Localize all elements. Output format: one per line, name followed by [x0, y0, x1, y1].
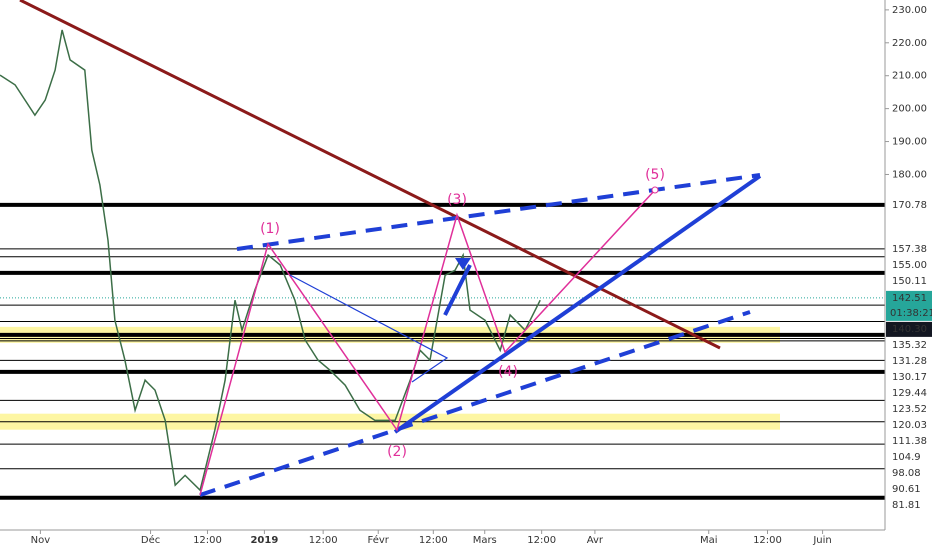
channel-top: [236, 173, 761, 251]
level-label: 135.32: [892, 340, 927, 351]
level-label: 170.78: [892, 200, 927, 211]
target-point: [651, 186, 659, 194]
wave-label: (5): [645, 167, 665, 183]
x-tick-label: Mai: [700, 535, 718, 546]
level-label: 155.00: [892, 260, 927, 271]
x-tick-label: Mars: [473, 535, 497, 546]
level-label: 129.44: [892, 388, 927, 399]
x-tick-label: 12:00: [309, 535, 338, 546]
x-tick-label: Déc: [141, 534, 160, 546]
level-label: 150.11: [892, 276, 927, 287]
level-label: 90.61: [892, 484, 921, 495]
level-label: 104.9: [892, 452, 921, 463]
wave-label: (3): [447, 192, 467, 208]
x-tick-label: Févr: [368, 534, 390, 546]
channel-bottom: [199, 310, 751, 497]
y-tick-label: 220.00: [892, 38, 927, 49]
countdown: 01:38:21: [890, 308, 932, 319]
x-tick-label: 12:00: [419, 535, 448, 546]
level-label: 140.30: [892, 324, 927, 335]
level-label: 98.08: [892, 468, 921, 479]
wave-label: (1): [260, 221, 280, 237]
price-label-box: [886, 290, 932, 321]
level-label: 130.17: [892, 372, 927, 383]
price-layer: [0, 29, 541, 492]
x-tick-label: 2019: [250, 535, 278, 546]
level-label: 120.03: [892, 420, 927, 431]
levels: [0, 202, 885, 500]
y-tick-label: 230.00: [892, 5, 927, 16]
wave-label: (4): [498, 364, 518, 380]
trend-line: [19, 0, 721, 350]
support-line: [393, 174, 762, 434]
x-tick-label: Avr: [587, 535, 604, 546]
arrow: [455, 258, 471, 270]
level-label: 123.52: [892, 404, 927, 415]
y-tick-label: 210.00: [892, 71, 927, 82]
price-line: [0, 29, 541, 492]
level-label: 142.51: [892, 293, 927, 304]
flag-line: [443, 264, 472, 316]
x-tick-label: 12:00: [753, 535, 782, 546]
wave-label: (2): [387, 444, 407, 460]
level-label: 111.38: [892, 436, 927, 447]
x-tick-label: Nov: [31, 535, 51, 546]
price-axis: [885, 0, 932, 550]
level-label: 157.38: [892, 244, 927, 255]
drawings: [19, 0, 762, 497]
price-label-box: [886, 321, 932, 337]
y-tick-label: 190.00: [892, 137, 927, 148]
y-tick-label: 200.00: [892, 104, 927, 115]
axis-labels: 230.00 220.00 210.00 200.00 190.00 180.00 Nov D…: [31, 5, 932, 546]
x-tick-label: 12:00: [527, 535, 556, 546]
level-label: 81.81: [892, 500, 921, 511]
annotations: (1) (2) (3) (4) (5): [260, 167, 665, 460]
y-tick-label: 180.00: [892, 169, 927, 180]
triangle-line: [289, 274, 449, 383]
x-tick-label: Juin: [812, 535, 831, 546]
x-tick-label: 12:00: [193, 535, 222, 546]
wave-lines: [199, 189, 656, 496]
level-label: 131.28: [892, 356, 927, 367]
